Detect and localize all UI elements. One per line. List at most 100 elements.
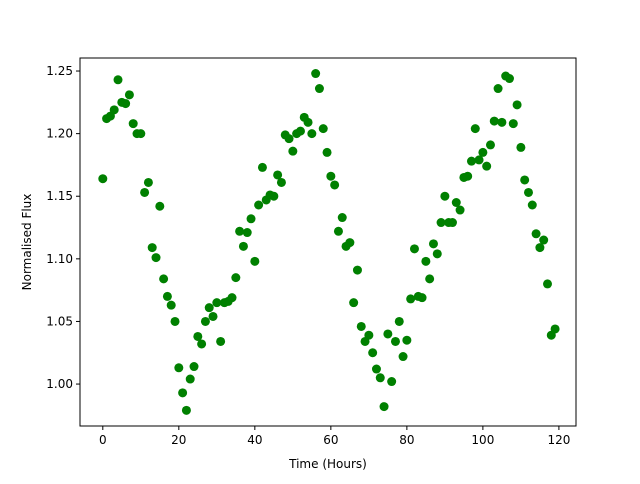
point [535,243,545,253]
point [322,147,332,157]
point [352,265,362,275]
point [531,229,541,239]
point [174,363,184,373]
point [527,200,537,210]
point [383,329,393,339]
x-tick-label: 60 [323,433,338,447]
point [200,316,210,326]
x-tick-label: 80 [399,433,414,447]
point [295,126,305,136]
point [159,274,169,284]
point [368,348,378,358]
point [520,175,530,185]
point [455,205,465,215]
point [143,177,153,187]
y-tick-label: 1.00 [46,377,73,391]
point [330,180,340,190]
point [504,74,514,84]
point [276,177,286,187]
point [337,213,347,223]
point [235,226,245,236]
point [166,300,176,310]
point [98,174,108,184]
point [140,187,150,197]
y-tick-label: 1.15 [46,189,73,203]
point [417,293,427,303]
point [326,171,336,181]
plot-frame [79,57,577,427]
point [162,291,172,301]
point [204,303,214,313]
point [371,364,381,374]
point [485,140,495,150]
point [406,294,416,304]
point [246,214,256,224]
x-tick-label: 40 [247,433,262,447]
point [113,75,123,85]
point [197,339,207,349]
point [436,218,446,228]
point [402,335,412,345]
point [269,191,279,201]
point [155,201,165,211]
point [185,374,195,384]
point [482,161,492,171]
point [409,244,419,254]
point [121,99,131,109]
point [497,117,507,127]
point [231,273,241,283]
point [539,235,549,245]
point [512,100,522,110]
point [303,117,313,127]
point [170,316,180,326]
x-tick-label: 0 [99,433,107,447]
point [466,156,476,166]
x-tick-label: 20 [171,433,186,447]
point [109,105,119,115]
point [227,293,237,303]
point [124,90,134,100]
point [136,129,146,139]
point [178,388,188,398]
point [432,249,442,259]
point [394,316,404,326]
point [516,142,526,152]
point [398,352,408,362]
point [288,146,298,156]
point [254,200,264,210]
point [463,171,473,181]
point [242,228,252,238]
point [474,155,484,165]
point [314,84,324,94]
point [311,69,321,79]
point [257,162,267,172]
point [440,191,450,201]
point [318,124,328,134]
x-tick-label: 120 [547,433,570,447]
point [390,336,400,346]
point [356,321,366,331]
x-axis-label: Time (Hours) [288,457,367,471]
point [478,147,488,157]
point [333,226,343,236]
point [364,330,374,340]
point [181,405,191,415]
point [151,253,161,263]
point [523,187,533,197]
point [379,402,389,412]
point [273,170,283,180]
y-tick-label: 1.10 [46,252,73,266]
point [238,241,248,251]
point [451,197,461,207]
point [375,373,385,383]
point [345,238,355,248]
point [493,84,503,94]
point [550,324,560,334]
point [193,331,203,341]
point [208,311,218,321]
y-axis-label: Normalised Flux [20,194,34,291]
y-tick-label: 1.25 [46,64,73,78]
point [147,243,157,253]
